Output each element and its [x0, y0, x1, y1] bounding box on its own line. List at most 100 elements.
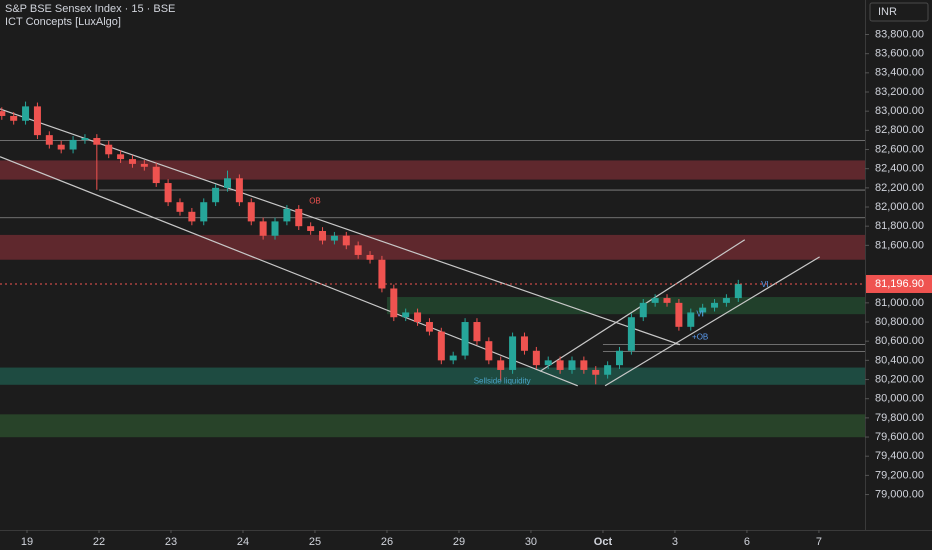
annotation: VI [696, 309, 704, 318]
x-tick-label: 30 [525, 536, 537, 548]
y-tick-label: 82,400.00 [875, 163, 924, 175]
candle-body [33, 106, 41, 136]
x-tick-label: 24 [237, 536, 249, 548]
candle-body [57, 144, 65, 150]
y-tick-label: 81,600.00 [875, 239, 924, 251]
candle-body [437, 331, 445, 361]
y-tick-label: 81,000.00 [875, 297, 924, 309]
candle-body [604, 365, 612, 375]
candle-body [675, 302, 683, 327]
zone [0, 367, 865, 385]
candle-body [81, 138, 89, 140]
y-tick-label: 80,000.00 [875, 393, 924, 405]
x-tick-label: 19 [21, 536, 33, 548]
y-tick-label: 83,400.00 [875, 67, 924, 79]
y-tick-label: 80,400.00 [875, 354, 924, 366]
annotation: Sellside liquidity [474, 377, 531, 386]
y-tick-label: 82,000.00 [875, 201, 924, 213]
y-tick-label: 82,200.00 [875, 182, 924, 194]
x-tick-label: Oct [594, 536, 613, 548]
candle-body [235, 178, 243, 203]
y-tick-label: 80,200.00 [875, 373, 924, 385]
candle-body [509, 336, 517, 370]
trend-line [604, 256, 820, 387]
candle-body [390, 288, 398, 318]
candle-body [651, 298, 659, 303]
candle-body [378, 259, 386, 289]
candle-body [568, 360, 576, 370]
candle-body [259, 221, 267, 236]
y-tick-label: 79,200.00 [875, 469, 924, 481]
candle-body [663, 298, 671, 303]
annotation: +OB [692, 332, 708, 341]
candle-body [639, 302, 647, 318]
y-tick-label: 80,600.00 [875, 335, 924, 347]
candle-body [592, 369, 600, 375]
candle-body [520, 336, 528, 351]
candle-body [497, 360, 505, 370]
candle-body [117, 154, 125, 160]
x-tick-label: 7 [816, 536, 822, 548]
y-tick-label: 79,600.00 [875, 431, 924, 443]
y-tick-label: 82,600.00 [875, 143, 924, 155]
y-tick-label: 83,000.00 [875, 105, 924, 117]
annotation: OB [309, 196, 321, 205]
candle-body [247, 202, 255, 222]
candle-body [580, 360, 588, 370]
candle-body [473, 322, 481, 342]
currency-box[interactable] [869, 2, 929, 22]
x-tick-label: 6 [744, 536, 750, 548]
y-tick-label: 81,800.00 [875, 220, 924, 232]
zone [386, 297, 865, 315]
trend-line [0, 108, 681, 346]
currency: INR [878, 6, 897, 18]
candle-body [295, 208, 303, 227]
candle-body [699, 307, 707, 313]
candle-body [366, 254, 374, 260]
last-price-label: 81,196.90 [875, 278, 924, 290]
candle-body [485, 341, 493, 361]
trend-line [0, 156, 578, 387]
candle-body [449, 355, 457, 361]
x-tick-label: 29 [453, 536, 465, 548]
candle-body [140, 163, 148, 167]
y-tick-label: 79,800.00 [875, 412, 924, 424]
candle-body [319, 230, 327, 241]
x-tick-label: 23 [165, 536, 177, 548]
y-tick-label: 79,400.00 [875, 450, 924, 462]
candle-body [627, 317, 635, 351]
candle-body [271, 221, 279, 236]
candle-body [556, 360, 564, 370]
last-price-box [866, 274, 932, 293]
candle-body [711, 302, 719, 308]
x-tick-label: 25 [309, 536, 321, 548]
candle-body [176, 202, 184, 212]
candle-body [354, 245, 362, 255]
y-tick-label: 83,600.00 [875, 48, 924, 60]
candle-body [734, 283, 742, 299]
zone [0, 234, 865, 260]
candle-body [200, 202, 208, 222]
candle-body [722, 298, 730, 303]
y-tick-label: 83,800.00 [875, 28, 924, 40]
candle-body [45, 135, 53, 145]
candle-body [461, 322, 469, 356]
candle-body [616, 350, 624, 366]
candle-body [330, 235, 338, 241]
annotation: VI [761, 280, 769, 289]
candle-body [0, 111, 6, 116]
candle-body [223, 178, 231, 188]
candle-body [687, 312, 695, 327]
candle-body [164, 183, 172, 203]
y-tick-label: 79,000.00 [875, 488, 924, 500]
candle-body [188, 211, 196, 222]
candle-body [307, 226, 315, 231]
candle-body [414, 312, 422, 323]
candle-body [22, 106, 30, 121]
candle-body [212, 187, 220, 203]
candle-body [425, 322, 433, 332]
zone [0, 160, 865, 180]
